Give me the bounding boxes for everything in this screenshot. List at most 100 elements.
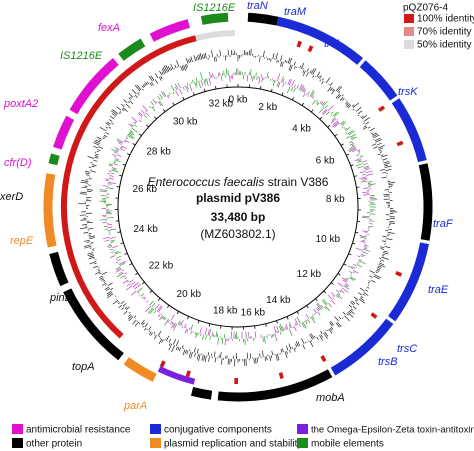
gc-skew xyxy=(274,333,278,342)
gc-skew xyxy=(146,300,149,303)
gc-content xyxy=(382,252,389,255)
gc-skew xyxy=(190,330,193,335)
gc-content xyxy=(128,93,134,98)
gc-skew xyxy=(157,306,163,313)
gc-skew xyxy=(130,130,134,133)
gc-skew xyxy=(138,295,141,297)
gc-skew xyxy=(288,324,291,329)
gc-skew xyxy=(313,308,317,314)
gc-skew xyxy=(266,71,269,79)
gc-skew xyxy=(208,329,212,336)
gc-content xyxy=(195,56,198,61)
gc-content xyxy=(95,271,101,275)
gc-content xyxy=(171,345,176,353)
gc-content xyxy=(134,85,141,92)
gc-skew xyxy=(168,94,170,97)
gc-skew xyxy=(112,153,117,157)
gc-content xyxy=(341,94,344,97)
gc-skew xyxy=(331,117,336,122)
gc-skew xyxy=(140,293,145,297)
gene-arc xyxy=(48,153,60,166)
gc-content xyxy=(104,286,110,290)
gc-content xyxy=(297,341,301,347)
gc-content xyxy=(112,299,119,305)
gene-label: trsL xyxy=(324,38,342,50)
gc-content xyxy=(316,336,319,341)
gc-content xyxy=(107,292,113,297)
identity-legend-item: 70% identity xyxy=(417,27,471,38)
gc-content xyxy=(88,166,92,168)
gc-skew xyxy=(300,84,304,91)
gc-skew xyxy=(166,95,170,99)
gc-skew xyxy=(345,132,348,135)
gc-skew xyxy=(302,88,306,93)
gc-skew xyxy=(316,303,322,310)
gc-content xyxy=(363,117,370,122)
gc-skew xyxy=(306,319,308,322)
gc-skew xyxy=(342,279,347,283)
gc-skew xyxy=(114,251,119,254)
gc-skew xyxy=(344,284,349,288)
gc-content xyxy=(329,322,333,327)
gc-skew xyxy=(294,318,299,325)
gc-skew xyxy=(116,154,122,157)
gc-content xyxy=(310,340,313,342)
gc-content xyxy=(367,126,371,129)
identity-tick xyxy=(307,45,314,53)
scale-label: 18 kb xyxy=(213,306,238,317)
gc-content xyxy=(359,287,365,292)
gc-skew xyxy=(104,228,108,230)
gc-skew xyxy=(361,239,366,242)
gc-content xyxy=(309,340,314,347)
gc-content xyxy=(85,174,90,176)
gc-content xyxy=(250,48,252,56)
gc-skew xyxy=(122,279,129,284)
gc-content xyxy=(193,55,196,62)
gc-skew xyxy=(337,282,344,288)
gc-skew xyxy=(362,163,368,166)
gc-content xyxy=(280,349,283,353)
gc-content xyxy=(150,81,154,86)
gc-skew xyxy=(363,187,369,189)
gc-content xyxy=(259,56,261,63)
gc-skew xyxy=(106,217,115,219)
gc-skew xyxy=(108,170,111,172)
gc-content xyxy=(293,348,296,352)
gc-content xyxy=(381,240,387,243)
identity-tick xyxy=(396,140,404,147)
gc-skew xyxy=(322,298,328,305)
gc-content xyxy=(106,121,111,125)
gc-skew xyxy=(170,322,175,329)
gc-content xyxy=(85,172,90,175)
gc-content xyxy=(388,181,396,184)
gc-content xyxy=(137,92,140,96)
gc-skew xyxy=(286,85,291,94)
gc-skew xyxy=(322,109,328,115)
gc-content xyxy=(168,342,171,346)
gc-content xyxy=(371,132,374,135)
gc-content xyxy=(96,150,99,153)
gc-skew xyxy=(197,332,199,336)
gc-content xyxy=(383,161,390,164)
gc-skew xyxy=(114,146,120,150)
gc-skew xyxy=(187,83,189,85)
scale-label: 12 kb xyxy=(297,269,322,280)
gc-content xyxy=(338,91,341,94)
gc-content xyxy=(196,348,199,354)
gc-content xyxy=(144,323,149,328)
gc-content xyxy=(293,66,296,70)
scale-tick xyxy=(353,175,358,177)
gc-skew xyxy=(178,88,183,95)
gc-content xyxy=(360,296,364,299)
gc-content xyxy=(146,81,149,85)
gc-skew xyxy=(307,95,310,97)
gc-content xyxy=(383,250,388,253)
gc-content xyxy=(280,61,283,67)
gc-content xyxy=(360,115,364,118)
gc-skew xyxy=(110,241,115,243)
gc-skew xyxy=(291,80,295,87)
gc-skew xyxy=(207,329,210,336)
gc-skew xyxy=(250,68,252,76)
scale-tick xyxy=(187,316,189,320)
